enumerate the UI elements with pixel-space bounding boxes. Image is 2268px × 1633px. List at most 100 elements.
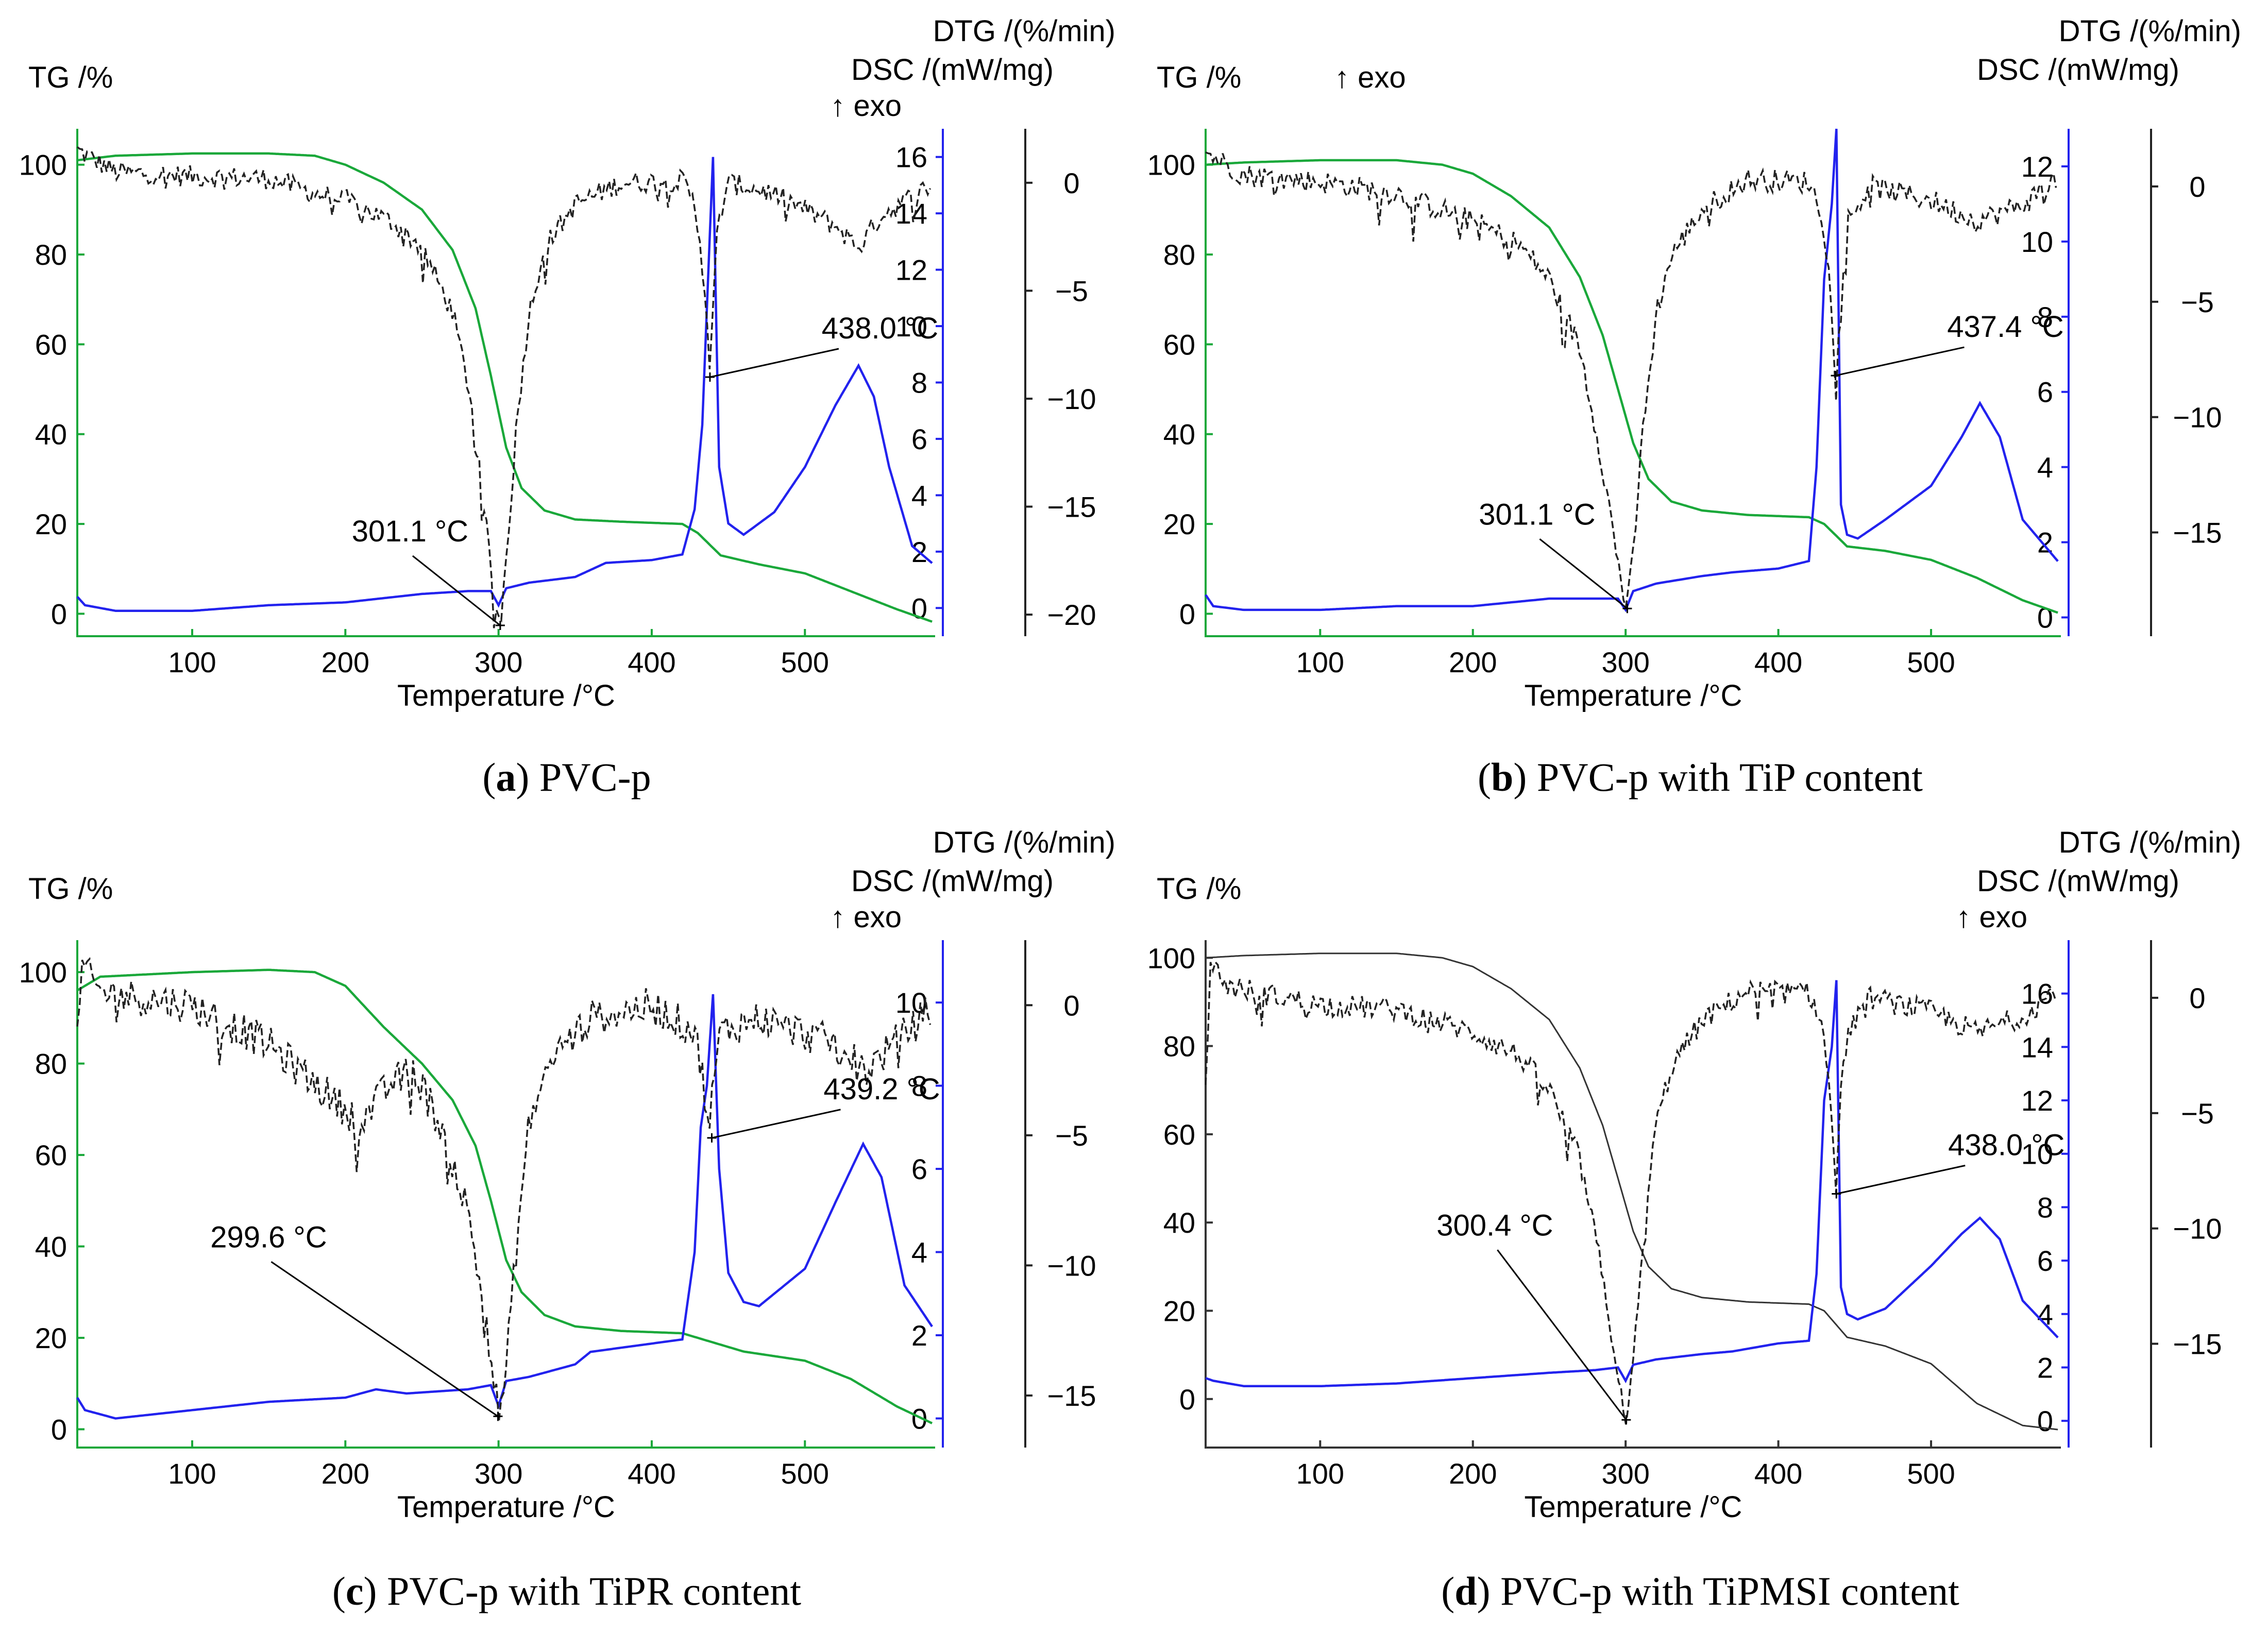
tg-tick-label: 80 bbox=[1163, 239, 1195, 271]
tg-axis-line bbox=[76, 940, 935, 1449]
annotation-marker bbox=[1622, 604, 1632, 614]
dtg-tick-label: −5 bbox=[2181, 286, 2214, 318]
dtg-tick-label: −5 bbox=[1055, 275, 1088, 307]
tg-tick-label: 100 bbox=[19, 956, 67, 989]
dtg-axis-title: DTG /(%/min) bbox=[933, 14, 1115, 48]
annotation-leader bbox=[1539, 538, 1628, 609]
dtg-tick-label: −15 bbox=[1047, 491, 1096, 523]
annotation-label: 437.4 °C bbox=[1947, 310, 2063, 344]
dtg-tick-label: −10 bbox=[1047, 1249, 1096, 1282]
tg-tick-label: 60 bbox=[1163, 1118, 1195, 1151]
annotation-marker bbox=[493, 1411, 503, 1421]
dsc-axis-title: DSC /(mW/mg) bbox=[851, 864, 1054, 898]
series-dtg-line bbox=[1205, 960, 2057, 1425]
caption-text: PVC-p with TiPMSI content bbox=[1500, 1569, 1959, 1613]
dsc-tick-label: 6 bbox=[911, 1153, 927, 1185]
series-tg-line bbox=[77, 152, 933, 623]
tg-axis-line bbox=[1205, 940, 2061, 1449]
series-dtg-line bbox=[76, 957, 932, 1422]
dtg-tick-label: −15 bbox=[2173, 517, 2222, 549]
series-dsc-line bbox=[76, 157, 933, 613]
dsc-tick-label: 2 bbox=[911, 1319, 927, 1352]
dsc-axis-title: DSC /(mW/mg) bbox=[1977, 53, 2179, 87]
annotation-label: 300.4 °C bbox=[1436, 1209, 1553, 1242]
x-axis-label: Temperature /°C bbox=[1525, 1490, 1742, 1524]
tg-tick-label: 0 bbox=[51, 598, 67, 630]
x-tick-label: 500 bbox=[1907, 646, 1955, 678]
dsc-tick-label: 14 bbox=[2021, 1031, 2053, 1063]
annotation-leader bbox=[412, 555, 501, 626]
annotation-leader bbox=[1835, 346, 1965, 377]
dtg-tick-label: −10 bbox=[2173, 401, 2222, 434]
series-tg-line bbox=[76, 968, 933, 1424]
x-tick-label: 300 bbox=[475, 646, 522, 678]
dsc-tick-label: 2 bbox=[2037, 1351, 2053, 1384]
dsc-tick-label: 12 bbox=[895, 254, 927, 286]
x-tick-label: 500 bbox=[1907, 1457, 1955, 1490]
tg-tick-label: 40 bbox=[1163, 1206, 1195, 1239]
tg-tick-label: 40 bbox=[35, 1231, 67, 1263]
dtg-tick-label: −10 bbox=[2173, 1213, 2222, 1245]
tg-tick-label: 80 bbox=[35, 1048, 67, 1080]
x-tick-label: 400 bbox=[628, 646, 675, 678]
dsc-tick-label: 4 bbox=[911, 1236, 927, 1269]
dsc-tick-label: 8 bbox=[2037, 1191, 2053, 1223]
x-axis-label: Temperature /°C bbox=[397, 1490, 615, 1524]
x-tick-label: 300 bbox=[1601, 1457, 1649, 1490]
exo-label: ↑ exo bbox=[830, 900, 902, 934]
x-tick-label: 500 bbox=[781, 646, 829, 678]
tg-tick-label: 20 bbox=[35, 508, 67, 540]
dtg-tick-label: −15 bbox=[2173, 1328, 2222, 1360]
dtg-tick-label: −5 bbox=[1055, 1119, 1088, 1152]
annotation-label: 438.0 °C bbox=[822, 312, 938, 345]
tg-tick-label: 0 bbox=[1179, 598, 1195, 630]
x-axis-label: Temperature /°C bbox=[1525, 679, 1742, 712]
tg-tick-label: 60 bbox=[35, 328, 67, 361]
dtg-axis-title: DTG /(%/min) bbox=[933, 826, 1115, 859]
tg-axis-title: TG /% bbox=[28, 872, 113, 906]
tg-axis-title: TG /% bbox=[28, 61, 113, 94]
x-axis-label: Temperature /°C bbox=[397, 679, 615, 712]
tg-tick-label: 80 bbox=[35, 239, 67, 271]
annotation-leader bbox=[709, 348, 839, 378]
tg-tick-label: 100 bbox=[1147, 942, 1195, 974]
annotation-label: 301.1 °C bbox=[1479, 498, 1595, 531]
dsc-tick-label: 12 bbox=[2021, 150, 2053, 183]
exo-label: ↑ exo bbox=[1334, 61, 1406, 94]
dtg-tick-label: 0 bbox=[2189, 171, 2205, 203]
x-tick-label: 200 bbox=[1449, 646, 1497, 678]
annotation-label: 438.0 °C bbox=[1948, 1129, 2064, 1162]
series-dsc-line bbox=[76, 994, 933, 1420]
caption-letter: d bbox=[1454, 1569, 1477, 1613]
caption-letter: b bbox=[1491, 755, 1513, 800]
annotation-marker bbox=[1832, 1189, 1841, 1199]
exo-label: ↑ exo bbox=[830, 89, 902, 123]
dsc-tick-label: 10 bbox=[895, 310, 927, 343]
tg-tick-label: 100 bbox=[1147, 149, 1195, 181]
dsc-tick-label: 8 bbox=[2037, 301, 2053, 333]
annotation-label: 301.1 °C bbox=[352, 515, 468, 548]
tg-tick-label: 20 bbox=[1163, 1295, 1195, 1327]
dtg-tick-label: −15 bbox=[1047, 1380, 1096, 1412]
annotation-marker bbox=[495, 621, 505, 631]
tg-tick-label: 20 bbox=[35, 1322, 67, 1354]
x-tick-label: 200 bbox=[321, 646, 369, 678]
x-tick-label: 300 bbox=[1601, 646, 1649, 678]
dsc-tick-label: 10 bbox=[2021, 1138, 2053, 1170]
dsc-tick-label: 6 bbox=[2037, 376, 2053, 409]
dsc-tick-label: 6 bbox=[911, 423, 927, 455]
tg-tick-label: 80 bbox=[1163, 1030, 1195, 1063]
dsc-axis-title: DSC /(mW/mg) bbox=[851, 53, 1054, 87]
tg-axis-title: TG /% bbox=[1157, 872, 1241, 906]
series-dtg-line bbox=[1205, 151, 2057, 607]
tg-tick-label: 0 bbox=[1179, 1383, 1195, 1416]
x-tick-label: 500 bbox=[781, 1457, 829, 1490]
dtg-axis-title: DTG /(%/min) bbox=[2059, 14, 2241, 48]
panel-caption: (b) PVC-p with TiP content bbox=[1478, 755, 1923, 800]
dtg-tick-label: −10 bbox=[1047, 383, 1096, 415]
tg-tick-label: 60 bbox=[35, 1139, 67, 1171]
dsc-tick-label: 8 bbox=[911, 1070, 927, 1102]
exo-label: ↑ exo bbox=[1956, 900, 2027, 934]
dsc-tick-label: 0 bbox=[2037, 1405, 2053, 1437]
